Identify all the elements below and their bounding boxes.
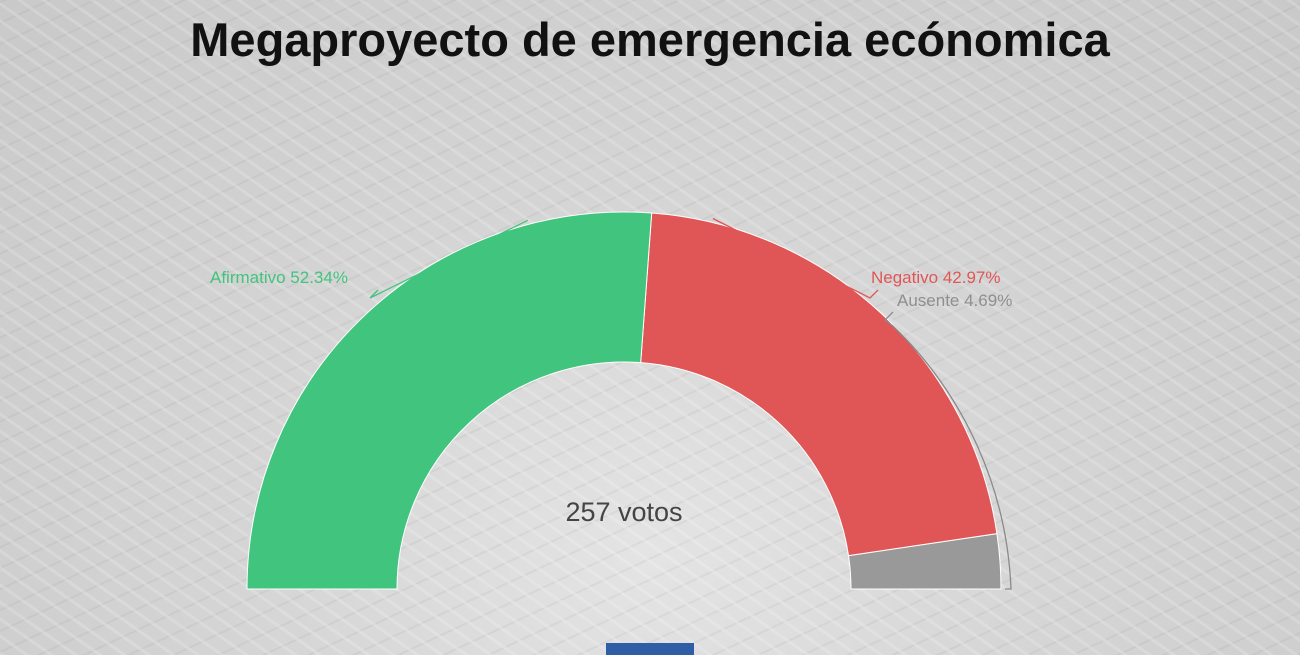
leader-line-negativo [712, 217, 879, 299]
label-negativo: Negativo 42.97% [871, 268, 1000, 287]
chart-title: Megaproyecto de emergencia ecónomica [190, 13, 1110, 66]
bottom-tab [606, 643, 694, 655]
leader-line-ausente [884, 311, 1012, 590]
center-label: 257 votos [565, 497, 682, 527]
slice-ausente [847, 533, 1002, 590]
slice-afirmativo [246, 211, 653, 590]
label-afirmativo: Afirmativo 52.34% [210, 268, 348, 287]
leader-line-afirmativo [369, 219, 529, 299]
slice-negativo [640, 212, 998, 557]
label-ausente: Ausente 4.69% [897, 291, 1012, 310]
